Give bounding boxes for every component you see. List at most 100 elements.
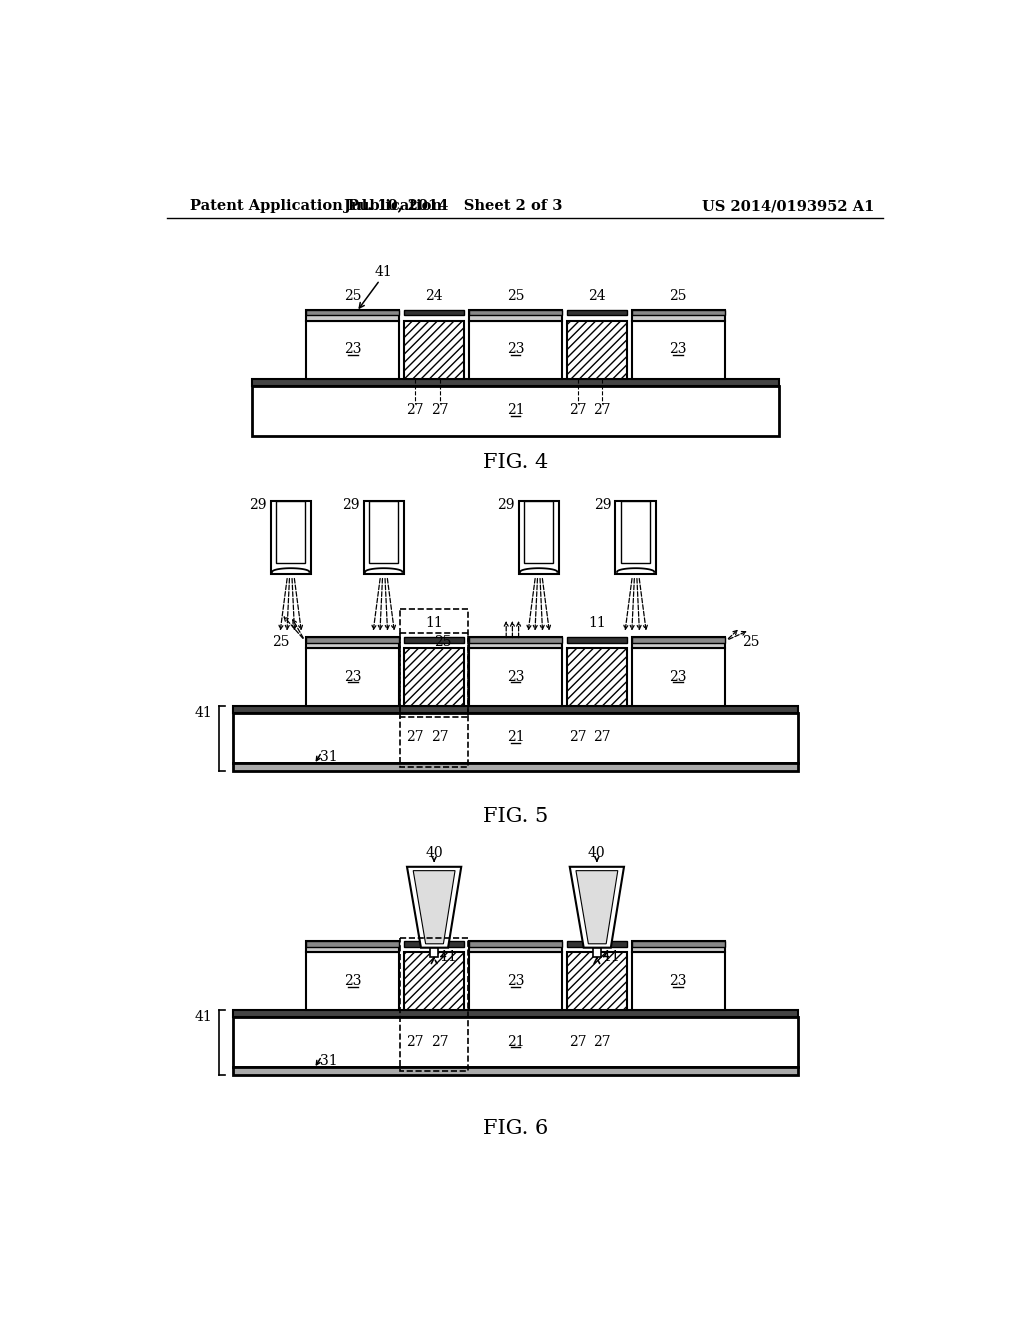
Bar	[306, 648, 399, 706]
Bar	[621, 502, 650, 564]
Text: 23: 23	[670, 342, 687, 356]
Text: 40: 40	[425, 846, 443, 859]
Bar	[469, 310, 562, 321]
Bar	[306, 638, 399, 643]
Text: 27: 27	[431, 730, 449, 744]
Text: Patent Application Publication: Patent Application Publication	[190, 199, 442, 213]
Bar	[632, 638, 725, 643]
Text: 27: 27	[594, 1035, 611, 1048]
Bar	[252, 379, 779, 385]
Text: 29: 29	[594, 498, 611, 512]
Bar	[469, 648, 562, 706]
Text: 27: 27	[406, 730, 424, 744]
Text: 11: 11	[602, 950, 620, 964]
Bar	[306, 952, 399, 1010]
Bar	[270, 502, 311, 574]
Text: FIG. 6: FIG. 6	[483, 1119, 548, 1138]
Bar	[364, 502, 403, 574]
Text: 29: 29	[342, 498, 359, 512]
Text: 41: 41	[375, 265, 392, 280]
Bar	[306, 941, 399, 952]
Bar	[276, 502, 305, 564]
Text: 27: 27	[431, 1035, 449, 1048]
Bar	[566, 941, 627, 946]
Bar	[566, 321, 627, 379]
Bar	[403, 941, 464, 946]
Text: 21: 21	[507, 403, 524, 417]
Bar	[369, 502, 398, 564]
Bar	[524, 502, 554, 564]
Bar	[615, 502, 655, 574]
Bar	[232, 713, 799, 763]
Text: 41: 41	[195, 706, 212, 719]
Text: 27: 27	[594, 403, 611, 417]
Bar	[403, 952, 464, 1010]
Text: 27: 27	[568, 1035, 587, 1048]
Text: 25: 25	[434, 635, 452, 649]
Text: 27: 27	[431, 403, 449, 417]
Bar	[469, 638, 562, 643]
Bar	[232, 763, 799, 771]
Text: 11: 11	[425, 616, 443, 631]
Bar	[232, 1016, 799, 1067]
Bar	[469, 941, 562, 946]
Bar	[566, 638, 627, 643]
Text: 27: 27	[406, 403, 424, 417]
Text: 31: 31	[321, 750, 338, 764]
Text: FIG. 5: FIG. 5	[483, 808, 548, 826]
Bar	[469, 952, 562, 1010]
Text: 11: 11	[439, 950, 457, 964]
Bar	[518, 502, 559, 574]
Bar	[566, 310, 627, 315]
Text: 40: 40	[588, 846, 605, 859]
Bar	[566, 952, 627, 1010]
Bar	[232, 706, 799, 713]
Text: 31: 31	[321, 1053, 338, 1068]
Bar	[306, 321, 399, 379]
Text: 23: 23	[344, 974, 361, 987]
Bar	[232, 1067, 799, 1074]
Bar	[632, 952, 725, 1010]
Bar	[306, 310, 399, 315]
Bar	[469, 638, 562, 648]
Bar	[469, 310, 562, 315]
Bar	[306, 941, 399, 946]
Bar	[593, 948, 601, 957]
Text: 23: 23	[507, 669, 524, 684]
Text: 23: 23	[670, 974, 687, 987]
Bar	[632, 310, 725, 315]
Bar	[403, 321, 464, 379]
Text: 27: 27	[594, 730, 611, 744]
Text: 11: 11	[588, 616, 606, 631]
Text: 29: 29	[498, 498, 515, 512]
Bar	[400, 609, 468, 717]
Bar	[632, 648, 725, 706]
Bar	[430, 948, 438, 957]
Bar	[306, 310, 399, 321]
Bar	[632, 321, 725, 379]
Text: US 2014/0193952 A1: US 2014/0193952 A1	[701, 199, 873, 213]
Bar	[400, 634, 468, 767]
Text: 25: 25	[741, 635, 760, 649]
Text: 21: 21	[507, 1035, 524, 1048]
Text: 23: 23	[344, 342, 361, 356]
Bar	[403, 648, 464, 706]
Bar	[632, 941, 725, 952]
Text: 27: 27	[568, 403, 587, 417]
Text: FIG. 4: FIG. 4	[483, 453, 548, 473]
Bar	[566, 648, 627, 706]
Bar	[232, 1010, 799, 1016]
Text: 25: 25	[344, 289, 361, 304]
Polygon shape	[575, 871, 617, 944]
Bar	[469, 321, 562, 379]
Bar	[469, 941, 562, 952]
Text: 25: 25	[271, 635, 289, 649]
Polygon shape	[414, 871, 455, 944]
Bar	[632, 941, 725, 946]
Text: 25: 25	[507, 289, 524, 304]
Text: Jul. 10, 2014   Sheet 2 of 3: Jul. 10, 2014 Sheet 2 of 3	[344, 199, 562, 213]
Bar	[403, 310, 464, 315]
Text: 41: 41	[195, 1010, 212, 1024]
Polygon shape	[569, 867, 624, 948]
Bar	[632, 310, 725, 321]
